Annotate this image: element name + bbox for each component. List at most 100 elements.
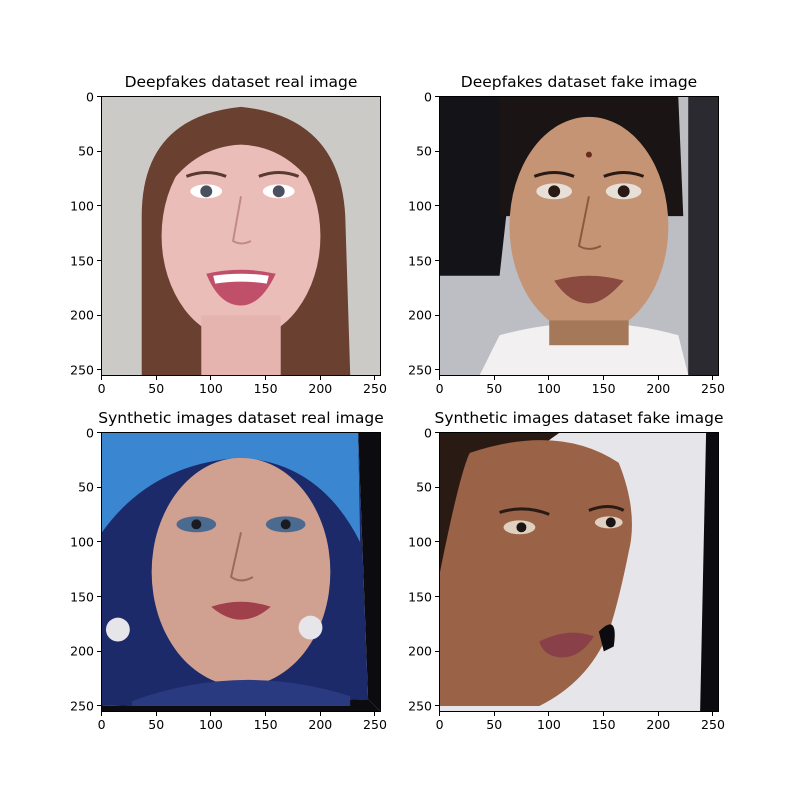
y-tick-mark bbox=[435, 705, 439, 707]
y-tick-label: 100 bbox=[70, 198, 94, 214]
x-tick-label: 150 bbox=[591, 717, 616, 732]
face-woman-side-view bbox=[440, 433, 718, 711]
x-tick-mark bbox=[603, 376, 605, 380]
y-tick-mark bbox=[435, 314, 439, 316]
y-tick-label: 250 bbox=[70, 362, 94, 378]
y-tick-mark bbox=[435, 486, 439, 488]
y-tick-mark bbox=[97, 260, 101, 262]
face-woman-brown-hair bbox=[102, 97, 380, 375]
x-tick-mark bbox=[101, 712, 103, 716]
y-tick-label: 100 bbox=[408, 534, 432, 550]
x-tick-label: 200 bbox=[308, 717, 333, 732]
x-tick-mark bbox=[548, 376, 550, 380]
y-tick-label: 100 bbox=[70, 534, 94, 550]
y-tick-label: 250 bbox=[408, 362, 432, 378]
y-tick-mark bbox=[435, 596, 439, 598]
y-tick-mark bbox=[97, 369, 101, 371]
x-tick-mark bbox=[101, 376, 103, 380]
x-tick-label: 50 bbox=[148, 381, 165, 396]
x-tick-label: 150 bbox=[253, 381, 278, 396]
y-tick-mark bbox=[435, 369, 439, 371]
y-tick-label: 50 bbox=[78, 143, 94, 159]
y-tick-label: 100 bbox=[408, 198, 432, 214]
y-tick-mark bbox=[97, 205, 101, 207]
face-older-woman-blue-hair bbox=[102, 433, 380, 711]
y-tick-label: 150 bbox=[408, 253, 432, 269]
panel-title-3: Synthetic images dataset real image bbox=[98, 409, 384, 427]
y-tick-label: 0 bbox=[424, 89, 432, 105]
image-deepfakes-real bbox=[101, 96, 381, 376]
panel-title-2: Deepfakes dataset fake image bbox=[460, 73, 698, 91]
x-tick-label: 0 bbox=[97, 381, 106, 396]
y-tick-mark bbox=[435, 432, 439, 434]
y-tick-label: 250 bbox=[70, 698, 94, 714]
y-tick-mark bbox=[97, 432, 101, 434]
y-tick-label: 150 bbox=[70, 253, 94, 269]
x-tick-mark bbox=[603, 712, 605, 716]
x-tick-mark bbox=[155, 712, 157, 716]
y-tick-mark bbox=[97, 314, 101, 316]
y-tick-mark bbox=[97, 705, 101, 707]
image-deepfakes-fake bbox=[439, 96, 719, 376]
x-tick-mark bbox=[439, 712, 441, 716]
x-tick-label: 50 bbox=[486, 381, 503, 396]
y-tick-label: 200 bbox=[408, 643, 432, 659]
y-tick-label: 0 bbox=[424, 425, 432, 441]
y-tick-label: 0 bbox=[86, 425, 94, 441]
x-tick-mark bbox=[712, 712, 714, 716]
x-tick-label: 100 bbox=[536, 717, 561, 732]
x-tick-mark bbox=[439, 376, 441, 380]
y-tick-mark bbox=[435, 150, 439, 152]
y-tick-label: 50 bbox=[78, 479, 94, 495]
y-tick-mark bbox=[435, 205, 439, 207]
x-tick-label: 150 bbox=[591, 381, 616, 396]
y-tick-label: 200 bbox=[70, 643, 94, 659]
image-synthetic-real bbox=[101, 432, 381, 712]
x-tick-mark bbox=[374, 712, 376, 716]
y-tick-mark bbox=[97, 650, 101, 652]
y-tick-mark bbox=[97, 96, 101, 98]
face-woman-dark-hair bbox=[440, 97, 718, 375]
y-tick-label: 250 bbox=[408, 698, 432, 714]
y-tick-mark bbox=[97, 150, 101, 152]
x-tick-label: 0 bbox=[97, 717, 106, 732]
x-tick-label: 150 bbox=[253, 717, 278, 732]
x-tick-label: 100 bbox=[536, 381, 561, 396]
panel-title-1: Deepfakes dataset real image bbox=[124, 73, 358, 91]
y-tick-mark bbox=[435, 260, 439, 262]
x-tick-mark bbox=[210, 712, 212, 716]
y-tick-label: 200 bbox=[408, 307, 432, 323]
y-tick-mark bbox=[97, 541, 101, 543]
y-tick-mark bbox=[435, 541, 439, 543]
x-tick-label: 200 bbox=[646, 381, 671, 396]
y-tick-mark bbox=[97, 596, 101, 598]
x-tick-mark bbox=[374, 376, 376, 380]
x-tick-label: 250 bbox=[701, 717, 725, 732]
x-tick-label: 100 bbox=[198, 717, 223, 732]
x-tick-mark bbox=[319, 712, 321, 716]
x-tick-mark bbox=[657, 712, 659, 716]
x-tick-mark bbox=[265, 376, 267, 380]
x-tick-label: 250 bbox=[363, 381, 387, 396]
y-tick-label: 200 bbox=[70, 307, 94, 323]
y-tick-label: 150 bbox=[408, 589, 432, 605]
x-tick-mark bbox=[657, 376, 659, 380]
x-tick-label: 0 bbox=[435, 381, 444, 396]
x-tick-label: 200 bbox=[308, 381, 333, 396]
x-tick-label: 250 bbox=[701, 381, 725, 396]
y-tick-label: 50 bbox=[416, 479, 432, 495]
y-tick-mark bbox=[435, 650, 439, 652]
x-tick-label: 250 bbox=[363, 717, 387, 732]
x-tick-mark bbox=[493, 376, 495, 380]
panel-title-4: Synthetic images dataset fake image bbox=[434, 409, 724, 427]
y-tick-mark bbox=[435, 96, 439, 98]
y-tick-mark bbox=[97, 486, 101, 488]
x-tick-label: 200 bbox=[646, 717, 671, 732]
x-tick-mark bbox=[548, 712, 550, 716]
x-tick-mark bbox=[210, 376, 212, 380]
x-tick-label: 100 bbox=[198, 381, 223, 396]
x-tick-mark bbox=[155, 376, 157, 380]
x-tick-mark bbox=[319, 376, 321, 380]
x-tick-mark bbox=[712, 376, 714, 380]
y-tick-label: 0 bbox=[86, 89, 94, 105]
